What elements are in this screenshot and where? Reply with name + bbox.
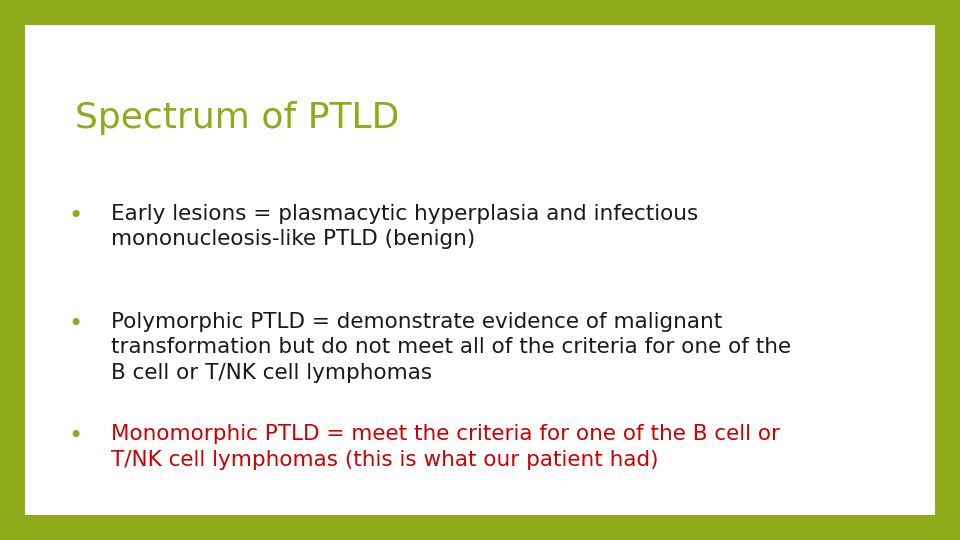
Text: •: • xyxy=(68,312,83,336)
Text: •: • xyxy=(68,424,83,448)
Text: Spectrum of PTLD: Spectrum of PTLD xyxy=(75,101,399,135)
Text: Monomorphic PTLD = meet the criteria for one of the B cell or
T/NK cell lymphoma: Monomorphic PTLD = meet the criteria for… xyxy=(111,424,780,470)
Text: Polymorphic PTLD = demonstrate evidence of malignant
transformation but do not m: Polymorphic PTLD = demonstrate evidence … xyxy=(111,312,792,383)
Text: •: • xyxy=(68,204,83,228)
Text: Early lesions = plasmacytic hyperplasia and infectious
mononucleosis-like PTLD (: Early lesions = plasmacytic hyperplasia … xyxy=(111,204,699,249)
